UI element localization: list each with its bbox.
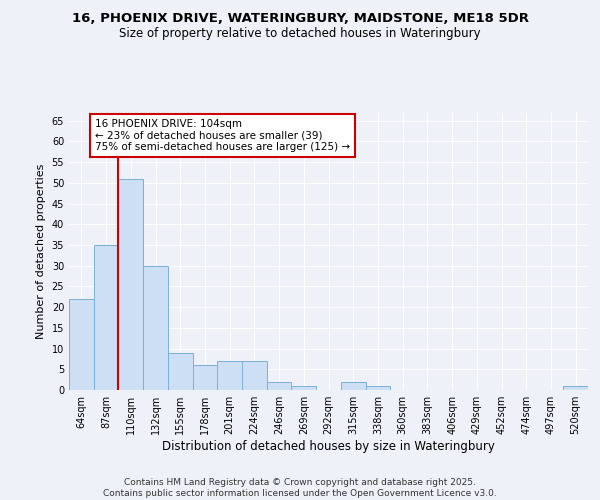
Bar [365, 386, 390, 390]
X-axis label: Distribution of detached houses by size in Wateringbury: Distribution of detached houses by size … [162, 440, 495, 453]
Y-axis label: Number of detached properties: Number of detached properties [36, 164, 46, 339]
Bar [267, 382, 292, 390]
Text: Size of property relative to detached houses in Wateringbury: Size of property relative to detached ho… [119, 28, 481, 40]
Bar [193, 365, 217, 390]
Bar [69, 299, 94, 390]
Bar [292, 386, 316, 390]
Bar [217, 361, 242, 390]
Bar [563, 386, 588, 390]
Bar [242, 361, 267, 390]
Bar [118, 179, 143, 390]
Bar [341, 382, 365, 390]
Text: 16, PHOENIX DRIVE, WATERINGBURY, MAIDSTONE, ME18 5DR: 16, PHOENIX DRIVE, WATERINGBURY, MAIDSTO… [71, 12, 529, 26]
Text: Contains HM Land Registry data © Crown copyright and database right 2025.
Contai: Contains HM Land Registry data © Crown c… [103, 478, 497, 498]
Text: 16 PHOENIX DRIVE: 104sqm
← 23% of detached houses are smaller (39)
75% of semi-d: 16 PHOENIX DRIVE: 104sqm ← 23% of detach… [95, 118, 350, 152]
Bar [168, 352, 193, 390]
Bar [143, 266, 168, 390]
Bar [94, 245, 118, 390]
